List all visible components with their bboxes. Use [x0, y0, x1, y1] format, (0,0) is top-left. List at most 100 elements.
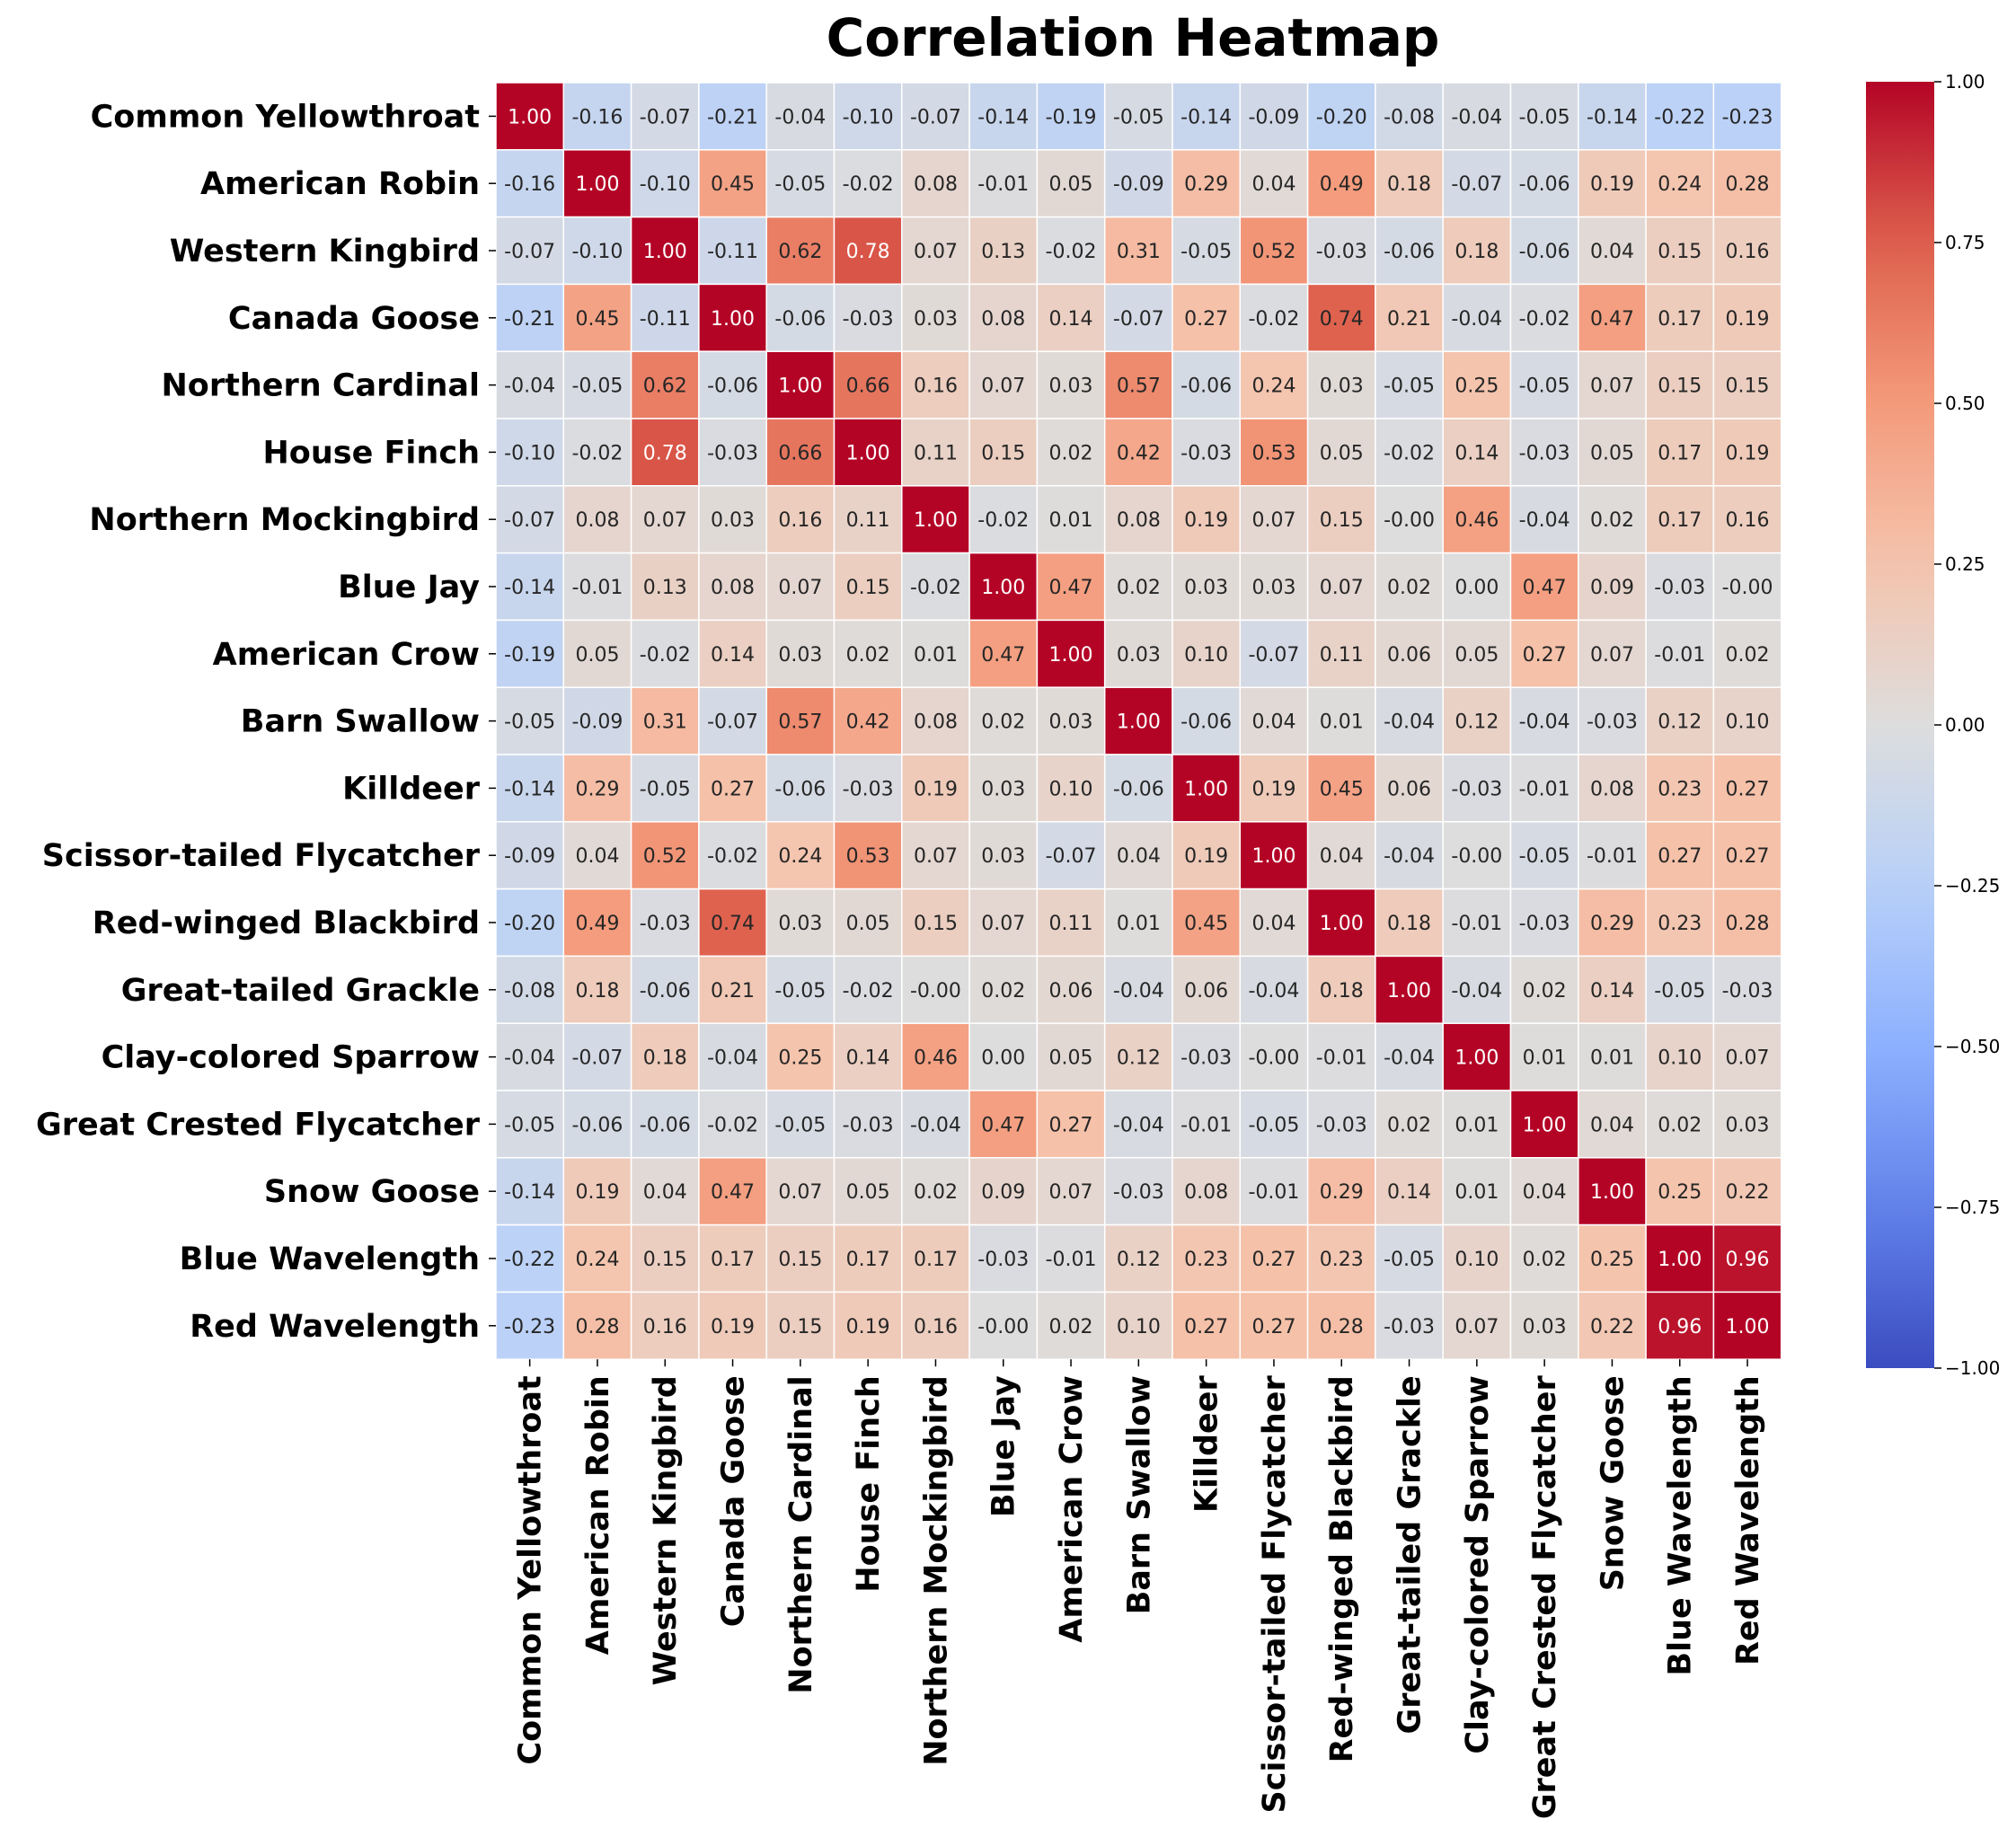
colorbar-tick-label: 0.50: [1945, 393, 1985, 414]
heatmap-cell: [698, 283, 767, 352]
heatmap-cell: [630, 1022, 700, 1091]
heatmap-cell: [1645, 1022, 1715, 1091]
cell-value-label: 0.24: [575, 1249, 619, 1271]
heatmap-cell: [1036, 888, 1106, 958]
heatmap-cell: [562, 82, 632, 151]
cell-value-label: -0.04: [1384, 845, 1435, 868]
cell-value-label: 0.28: [1320, 1316, 1364, 1338]
cell-value-label: -0.05: [774, 1114, 826, 1136]
cell-value-label: 0.47: [1049, 577, 1093, 599]
cell-value-label: 0.10: [1455, 1249, 1499, 1271]
colorbar-tick-label: −0.75: [1945, 1197, 2000, 1218]
heatmap-cell: [698, 418, 767, 487]
heatmap-cell: [1036, 216, 1106, 286]
cell-value-label: -0.02: [640, 644, 691, 667]
cell-value-label: 0.17: [914, 1249, 958, 1271]
cell-value-label: 0.47: [1590, 308, 1634, 331]
cell-value-label: 0.27: [711, 778, 755, 800]
heatmap-cell: [1103, 485, 1173, 554]
cell-value-label: -0.03: [1587, 711, 1638, 734]
cell-value-label: -0.02: [1519, 308, 1570, 331]
cell-value-label: -0.14: [504, 1181, 555, 1204]
cell-value-label: 0.29: [1590, 913, 1634, 935]
cell-value-label: 0.52: [643, 845, 687, 868]
cell-value-label: -0.04: [707, 1047, 758, 1070]
heatmap-cell: [1103, 418, 1173, 487]
cell-value-label: -0.10: [571, 241, 623, 263]
cell-value-label: -0.05: [774, 980, 826, 1002]
heatmap-cell: [901, 754, 970, 823]
heatmap-cell: [1036, 350, 1106, 420]
heatmap-cell: [1103, 1291, 1173, 1360]
heatmap-cell: [833, 754, 903, 823]
cell-value-label: -0.05: [1248, 1114, 1299, 1136]
cell-value-label: -0.02: [707, 1114, 758, 1136]
cell-value-label: 0.07: [914, 845, 958, 868]
x-tick-label: Northern Cardinal: [783, 1375, 819, 1694]
heatmap-cell: [1172, 1223, 1242, 1294]
cell-value-label: 0.11: [846, 509, 890, 532]
colorbar: 1.00 0.75 0.50 0.25 0.00 −0.25 −0.50 −0.75 −1.00: [1866, 71, 2000, 1379]
y-tick-label: Barn Swallow: [241, 704, 480, 740]
cell-value-label: 0.07: [778, 1181, 822, 1204]
heatmap-cell: [1645, 1090, 1715, 1159]
heatmap-cell: [698, 1223, 767, 1294]
cell-value-label: 1.00: [643, 241, 687, 263]
cell-value-label: 0.24: [778, 845, 822, 868]
cell-value-label: -0.03: [707, 442, 758, 464]
heatmap-cell: [968, 82, 1039, 151]
cell-value-label: -0.05: [1384, 1249, 1435, 1271]
heatmap-cell: [1645, 955, 1715, 1024]
cell-value-label: -0.08: [1384, 106, 1435, 128]
cell-value-label: 0.22: [1590, 1316, 1634, 1338]
heatmap-cell: [833, 350, 903, 420]
x-tick-label: Northern Mockingbird: [918, 1375, 954, 1766]
heatmap-cell: [562, 283, 632, 352]
heatmap-cell: [1306, 1157, 1376, 1226]
cell-value-label: 1.00: [711, 308, 755, 331]
cell-value-label: 0.18: [1320, 980, 1364, 1002]
cell-value-label: -0.07: [640, 106, 691, 128]
heatmap-cell: [1578, 418, 1647, 487]
heatmap-cell: [495, 82, 565, 151]
cell-value-label: 0.16: [1726, 241, 1770, 263]
cell-value-label: -0.20: [1316, 106, 1367, 128]
heatmap-cell: [968, 485, 1039, 554]
cell-value-label: -0.02: [1046, 241, 1097, 263]
cell-value-label: -0.03: [1722, 980, 1773, 1002]
heatmap-cell: [1306, 350, 1376, 420]
cell-value-label: -0.22: [504, 1249, 555, 1271]
cell-value-label: 0.19: [846, 1316, 890, 1338]
cell-value-label: 0.15: [1658, 241, 1702, 263]
cell-value-label: -0.16: [504, 173, 555, 196]
heatmap-cell: [901, 1291, 970, 1360]
cell-value-label: 1.00: [1251, 845, 1295, 868]
cell-value-label: 0.04: [1251, 913, 1295, 935]
heatmap-cell: [901, 283, 970, 352]
cell-value-label: 0.04: [1251, 711, 1295, 734]
cell-value-label: 0.29: [575, 778, 619, 800]
cell-value-label: 0.27: [1251, 1316, 1295, 1338]
cell-value-label: -0.01: [1519, 778, 1570, 800]
cell-value-label: 1.00: [1184, 778, 1228, 800]
heatmap-cells: 1.00 -0.16 -0.07 -0.21 -0.04 -0.10 -0.07 -0.14-…: [495, 82, 1782, 1360]
cell-value-label: -0.03: [1316, 1114, 1367, 1136]
cell-value-label: -0.11: [640, 308, 691, 331]
cell-value-label: -0.07: [504, 241, 555, 263]
cell-value-label: 0.01: [914, 644, 958, 667]
cell-value-label: 0.28: [1726, 173, 1770, 196]
cell-value-label: 0.16: [778, 509, 822, 532]
heatmap-cell: [1509, 1022, 1579, 1091]
cell-value-label: -0.03: [1519, 913, 1570, 935]
x-tick-label: American Crow: [1054, 1375, 1090, 1642]
cell-value-label: -0.14: [977, 106, 1029, 128]
cell-value-label: 0.05: [575, 644, 619, 667]
heatmap-cell: [968, 619, 1039, 688]
x-tick-label: Clay-colored Sparrow: [1460, 1375, 1496, 1753]
cell-value-label: -0.10: [504, 442, 555, 464]
cell-value-label: 0.16: [643, 1316, 687, 1338]
cell-value-label: 0.25: [1455, 375, 1499, 398]
heatmap-cell: [495, 350, 565, 420]
cell-value-label: 0.19: [914, 778, 958, 800]
heatmap-cell: [1509, 82, 1579, 151]
